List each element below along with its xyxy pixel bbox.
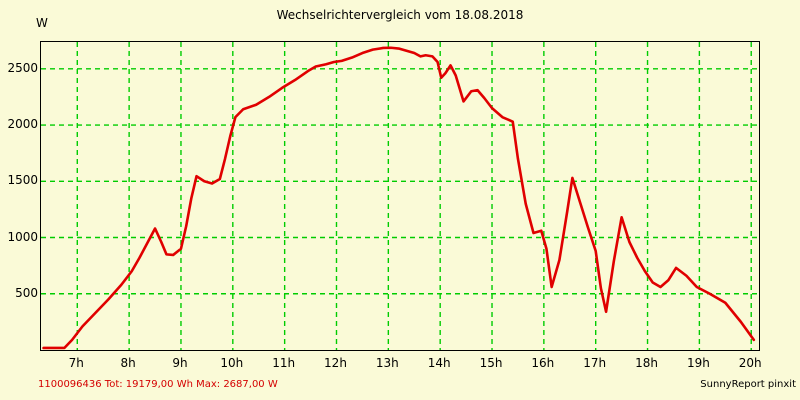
y-axis-unit-label: W [36, 16, 48, 30]
chart-title: Wechselrichtervergleich vom 18.08.2018 [276, 8, 524, 22]
y-axis-tick-label: 1500 [7, 173, 38, 188]
footer-summary-text: 1100096436 Tot: 19179,00 Wh Max: 2687,00… [38, 379, 278, 390]
y-axis-tick-labels: 500 1000 1500 2000 2500 [0, 0, 38, 400]
x-axis-tick-label: 19h [686, 356, 710, 370]
footer-attribution-text: SunnyReport pinxit [700, 379, 796, 390]
y-axis-tick-label: 2000 [7, 117, 38, 132]
horizontal-gridlines [41, 68, 759, 295]
x-axis-tick-label: 11h [272, 356, 296, 370]
plot-area [40, 41, 760, 351]
x-axis-tick-label: 13h [375, 356, 399, 370]
x-axis-tick-label: 18h [635, 356, 658, 370]
y-axis-tick-label: 2500 [7, 60, 38, 75]
y-axis-tick-label: 500 [15, 285, 38, 300]
y-axis-tick-label: 1000 [7, 229, 38, 244]
x-axis-tick-label: 8h [120, 356, 136, 370]
data-series-line [42, 46, 756, 350]
x-axis-tick-label: 10h [220, 356, 244, 370]
x-axis-tick-label: 16h [531, 356, 555, 370]
x-axis-tick-label: 9h [172, 356, 188, 370]
x-axis-tick-label: 14h [427, 356, 451, 370]
chart-plot-svg [41, 42, 759, 350]
x-axis-tick-label: 15h [479, 356, 503, 370]
x-axis-tick-label: 7h [68, 356, 84, 370]
x-axis-tick-label: 17h [583, 356, 607, 370]
x-axis-tick-label: 12h [324, 356, 347, 370]
vertical-gridlines [76, 42, 752, 350]
x-axis-tick-label: 20h [738, 356, 762, 370]
